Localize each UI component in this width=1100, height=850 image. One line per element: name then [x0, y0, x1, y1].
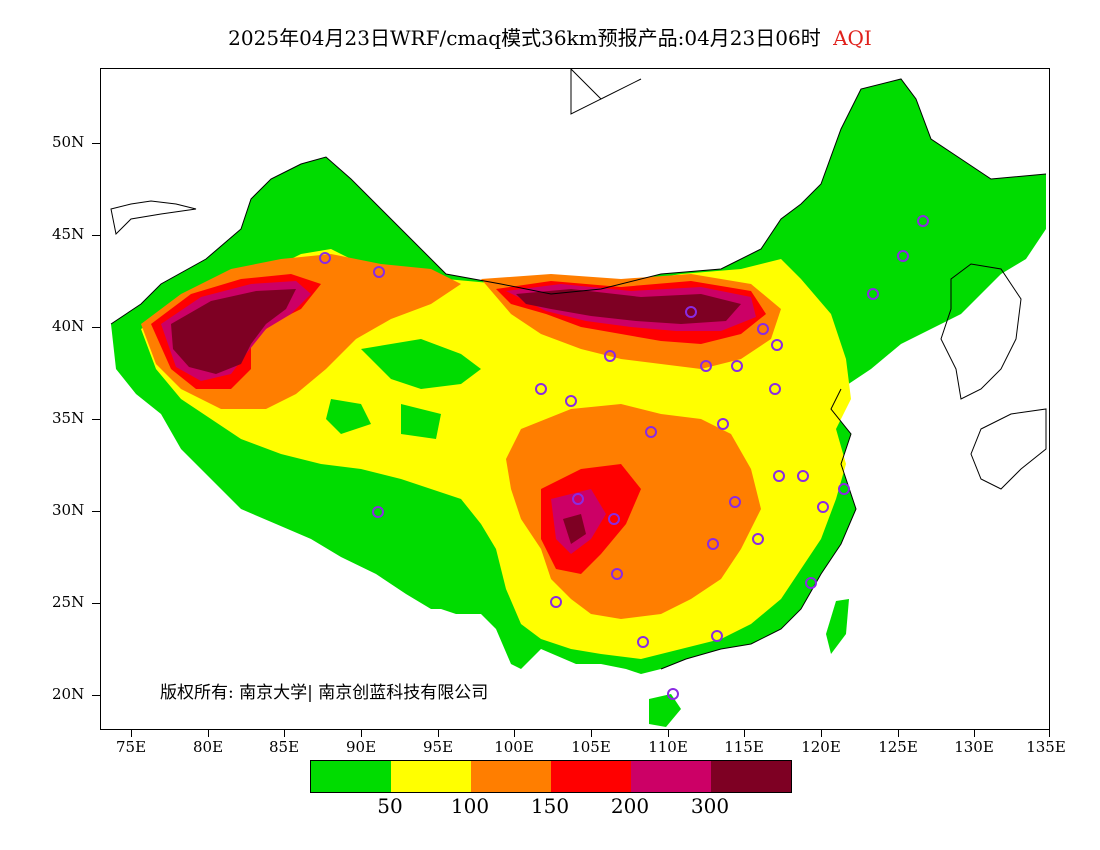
lon-label-90e: 90E — [345, 738, 377, 756]
lon-label-125e: 125E — [878, 738, 918, 756]
lat-label-40n: 40N — [52, 317, 85, 335]
lon-label-105e: 105E — [571, 738, 611, 756]
legend-label-300: 300 — [690, 794, 730, 818]
region-hazardous — [171, 289, 296, 374]
title-variable: AQI — [833, 26, 872, 50]
legend-label-100: 100 — [450, 794, 490, 818]
lat-label-25n: 25N — [52, 593, 85, 611]
lon-label-75e: 75E — [115, 738, 147, 756]
legend-swatch-very-unhealthy — [631, 761, 711, 792]
lon-tick-mark — [514, 730, 515, 737]
lon-tick-mark — [208, 730, 209, 737]
lon-label-95e: 95E — [422, 738, 454, 756]
lat-tick-mark — [92, 327, 100, 328]
legend-swatch-unhealthy-sensitive — [471, 761, 551, 792]
legend-swatch-good — [311, 761, 391, 792]
legend-label-150: 150 — [530, 794, 570, 818]
map-title: 2025年04月23日WRF/cmaq模式36km预报产品:04月23日06时 … — [0, 22, 1100, 51]
lon-label-100e: 100E — [494, 738, 534, 756]
lon-tick-mark — [284, 730, 285, 737]
lon-tick-mark — [131, 730, 132, 737]
lat-tick-mark — [92, 143, 100, 144]
legend-label-200: 200 — [610, 794, 650, 818]
lat-tick-mark — [92, 511, 100, 512]
lat-tick-mark — [92, 695, 100, 696]
lat-label-50n: 50N — [52, 133, 85, 151]
station-markers — [319, 215, 929, 700]
aqi-legend — [310, 760, 792, 793]
map-area — [100, 68, 1050, 730]
legend-swatch-moderate — [391, 761, 471, 792]
lat-tick-mark — [92, 419, 100, 420]
lat-tick-mark — [92, 603, 100, 604]
lat-label-45n: 45N — [52, 225, 85, 243]
lon-tick-mark — [1049, 730, 1050, 737]
lat-label-20n: 20N — [52, 685, 85, 703]
lon-label-80e: 80E — [192, 738, 224, 756]
lon-label-130e: 130E — [954, 738, 994, 756]
legend-swatch-unhealthy — [551, 761, 631, 792]
title-main: 2025年04月23日WRF/cmaq模式36km预报产品:04月23日06时 — [228, 26, 821, 50]
lon-tick-mark — [821, 730, 822, 737]
copyright-text: 版权所有: 南京大学| 南京创蓝科技有限公司 — [160, 683, 489, 703]
lon-tick-mark — [898, 730, 899, 737]
lat-tick-mark — [92, 235, 100, 236]
lon-label-85e: 85E — [268, 738, 300, 756]
lon-tick-mark — [438, 730, 439, 737]
lat-label-35n: 35N — [52, 409, 85, 427]
lon-tick-mark — [591, 730, 592, 737]
lon-label-115e: 115E — [724, 738, 764, 756]
lon-tick-mark — [974, 730, 975, 737]
lat-label-30n: 30N — [52, 501, 85, 519]
lon-tick-mark — [744, 730, 745, 737]
lon-tick-mark — [361, 730, 362, 737]
lon-label-110e: 110E — [648, 738, 688, 756]
legend-label-50: 50 — [377, 794, 403, 818]
aqi-map — [110, 69, 1047, 727]
legend-swatch-hazardous — [711, 761, 791, 792]
lon-label-120e: 120E — [801, 738, 841, 756]
lon-label-135e: 135E — [1026, 738, 1066, 756]
lon-tick-mark — [668, 730, 669, 737]
